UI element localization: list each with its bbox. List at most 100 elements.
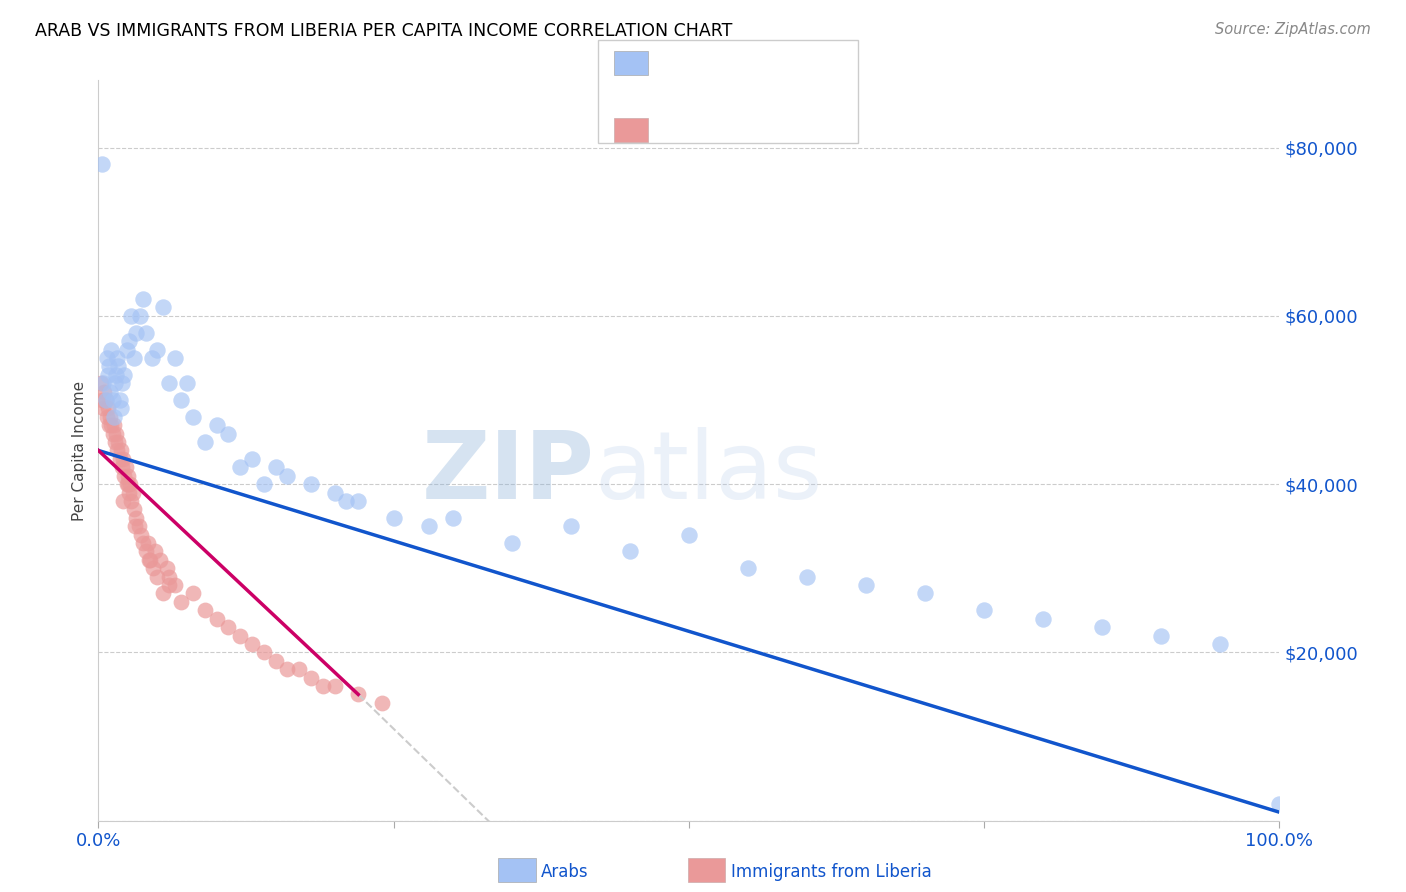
Point bbox=[796, 569, 818, 583]
Point bbox=[146, 343, 169, 357]
Point bbox=[143, 544, 166, 558]
Point bbox=[135, 544, 157, 558]
Text: R =: R = bbox=[658, 58, 695, 76]
Point bbox=[117, 477, 139, 491]
Point bbox=[132, 536, 155, 550]
Point bbox=[96, 351, 118, 365]
Point bbox=[128, 519, 150, 533]
Point bbox=[299, 671, 322, 685]
Point bbox=[94, 392, 117, 407]
Point bbox=[146, 569, 169, 583]
Point bbox=[97, 368, 120, 382]
Point bbox=[100, 343, 122, 357]
Point bbox=[737, 561, 759, 575]
Point bbox=[98, 418, 121, 433]
Point bbox=[103, 418, 125, 433]
Point bbox=[105, 351, 128, 365]
Point bbox=[194, 603, 217, 617]
Text: N =: N = bbox=[754, 58, 801, 76]
Point bbox=[104, 376, 127, 391]
Point bbox=[1209, 637, 1232, 651]
Point bbox=[107, 359, 129, 374]
Point bbox=[91, 392, 114, 407]
Text: ZIP: ZIP bbox=[422, 426, 595, 518]
Point bbox=[323, 485, 346, 500]
Point bbox=[149, 553, 172, 567]
Text: Source: ZipAtlas.com: Source: ZipAtlas.com bbox=[1215, 22, 1371, 37]
Point bbox=[135, 326, 157, 340]
Point bbox=[115, 477, 138, 491]
Text: -0.508: -0.508 bbox=[696, 58, 755, 76]
Point bbox=[253, 477, 276, 491]
Point bbox=[501, 536, 523, 550]
Point bbox=[678, 527, 700, 541]
Text: atlas: atlas bbox=[595, 426, 823, 518]
Point bbox=[121, 309, 143, 323]
Point bbox=[91, 401, 114, 416]
Point bbox=[125, 326, 148, 340]
Point bbox=[128, 309, 150, 323]
Point bbox=[914, 586, 936, 600]
Point bbox=[122, 502, 145, 516]
Point bbox=[176, 376, 198, 391]
Point bbox=[118, 485, 141, 500]
Point bbox=[152, 301, 174, 315]
Point bbox=[170, 595, 193, 609]
Point bbox=[93, 384, 115, 399]
Point bbox=[94, 392, 117, 407]
Point bbox=[105, 368, 128, 382]
Point bbox=[111, 460, 134, 475]
Point bbox=[100, 418, 122, 433]
Point bbox=[619, 544, 641, 558]
Point bbox=[98, 359, 121, 374]
Point bbox=[299, 477, 322, 491]
Point bbox=[90, 376, 112, 391]
Point bbox=[91, 157, 114, 171]
Point bbox=[418, 519, 440, 533]
Point bbox=[110, 401, 132, 416]
Point bbox=[240, 451, 263, 466]
Point bbox=[170, 392, 193, 407]
Point bbox=[104, 435, 127, 450]
Y-axis label: Per Capita Income: Per Capita Income bbox=[72, 380, 87, 521]
Point bbox=[165, 351, 187, 365]
Point bbox=[1268, 797, 1291, 811]
Point bbox=[96, 409, 118, 424]
Point bbox=[382, 510, 405, 524]
Point bbox=[1032, 612, 1054, 626]
Point bbox=[105, 443, 128, 458]
Point bbox=[217, 620, 239, 634]
Point bbox=[136, 536, 159, 550]
Point bbox=[122, 351, 145, 365]
Point bbox=[91, 376, 114, 391]
Point bbox=[142, 561, 165, 575]
Point bbox=[152, 586, 174, 600]
Point bbox=[157, 376, 180, 391]
Point bbox=[312, 679, 335, 693]
Point bbox=[276, 468, 298, 483]
Point bbox=[157, 569, 180, 583]
Point bbox=[98, 409, 121, 424]
Point bbox=[111, 376, 134, 391]
Point bbox=[124, 519, 146, 533]
Text: 63: 63 bbox=[796, 58, 818, 76]
Point bbox=[118, 334, 141, 348]
Point bbox=[560, 519, 582, 533]
Point bbox=[165, 578, 187, 592]
Text: Arabs: Arabs bbox=[541, 863, 589, 880]
Point bbox=[323, 679, 346, 693]
Point bbox=[157, 578, 180, 592]
Point bbox=[288, 662, 311, 676]
Point bbox=[101, 426, 124, 441]
Point bbox=[138, 553, 160, 567]
Point bbox=[1150, 628, 1173, 642]
Point bbox=[139, 553, 162, 567]
Point bbox=[973, 603, 995, 617]
Point bbox=[156, 561, 179, 575]
Point bbox=[110, 443, 132, 458]
Point bbox=[112, 368, 135, 382]
Text: Immigrants from Liberia: Immigrants from Liberia bbox=[731, 863, 932, 880]
Point bbox=[264, 654, 287, 668]
Point bbox=[112, 451, 135, 466]
Text: R =: R = bbox=[658, 125, 695, 143]
